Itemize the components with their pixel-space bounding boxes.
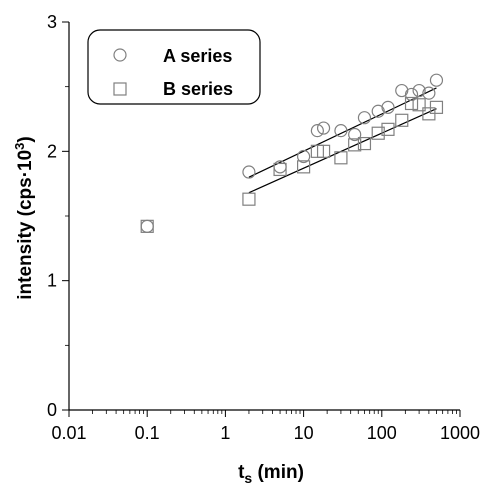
fit-line-b bbox=[248, 108, 437, 194]
legend-marker-b bbox=[113, 82, 127, 96]
x-tick-label: 1000 bbox=[440, 423, 480, 443]
x-axis-title: ts (min) bbox=[238, 462, 304, 486]
y-tick-label: 3 bbox=[47, 12, 57, 32]
point-b bbox=[395, 113, 409, 127]
point-b bbox=[404, 96, 419, 111]
point-b bbox=[357, 136, 372, 151]
point-a bbox=[381, 100, 395, 114]
point-a bbox=[404, 87, 419, 102]
point-b bbox=[242, 192, 256, 206]
point-b bbox=[140, 219, 154, 233]
x-axis-title-main: t bbox=[238, 462, 245, 483]
point-a bbox=[348, 127, 362, 142]
point-a bbox=[422, 86, 436, 100]
x-axis-title-sub: s bbox=[244, 470, 252, 486]
legend-marker-a bbox=[113, 48, 127, 62]
point-b bbox=[381, 122, 395, 136]
legend-label-a: A series bbox=[163, 46, 232, 66]
y-tick-label: 1 bbox=[47, 271, 57, 291]
point-b bbox=[429, 100, 444, 114]
point-a bbox=[242, 165, 256, 179]
tick-marks bbox=[62, 21, 461, 417]
point-a bbox=[310, 124, 324, 138]
point-b bbox=[348, 138, 362, 152]
point-b bbox=[297, 160, 311, 174]
point-a bbox=[316, 121, 331, 135]
y-axis-title-main: intensity (cps·10 bbox=[15, 150, 36, 300]
legend: A series B series bbox=[87, 29, 261, 105]
fit-lines bbox=[248, 87, 437, 194]
x-tick-label: 1 bbox=[220, 423, 230, 443]
legend-label-b: B series bbox=[163, 79, 233, 99]
point-a bbox=[429, 73, 444, 87]
y-tick-label: 2 bbox=[47, 141, 57, 161]
point-b bbox=[412, 98, 426, 112]
x-tick-label: 100 bbox=[367, 423, 397, 443]
y-axis-title-end: ) bbox=[15, 136, 36, 142]
point-a bbox=[334, 124, 348, 138]
x-tick-label: 0.1 bbox=[135, 423, 160, 443]
point-a bbox=[297, 149, 311, 164]
point-b bbox=[273, 162, 287, 177]
point-b bbox=[334, 151, 348, 165]
x-tick-label: 10 bbox=[294, 423, 314, 443]
point-b bbox=[316, 144, 331, 158]
y-axis-title-sup: 3 bbox=[12, 143, 27, 150]
y-axis-title: intensity (cps·103) bbox=[12, 136, 36, 300]
point-b bbox=[371, 126, 385, 140]
point-a bbox=[357, 111, 372, 125]
point-a bbox=[412, 83, 426, 98]
data-points bbox=[140, 73, 444, 233]
tick-labels: 0.01 0.1 1 10 100 1000 0 1 2 3 bbox=[47, 12, 480, 443]
x-axis-title-rest: (min) bbox=[252, 462, 304, 483]
y-tick-label: 0 bbox=[47, 400, 57, 420]
legend-box bbox=[87, 29, 261, 105]
point-a bbox=[140, 219, 154, 233]
x-tick-label: 0.01 bbox=[51, 423, 86, 443]
